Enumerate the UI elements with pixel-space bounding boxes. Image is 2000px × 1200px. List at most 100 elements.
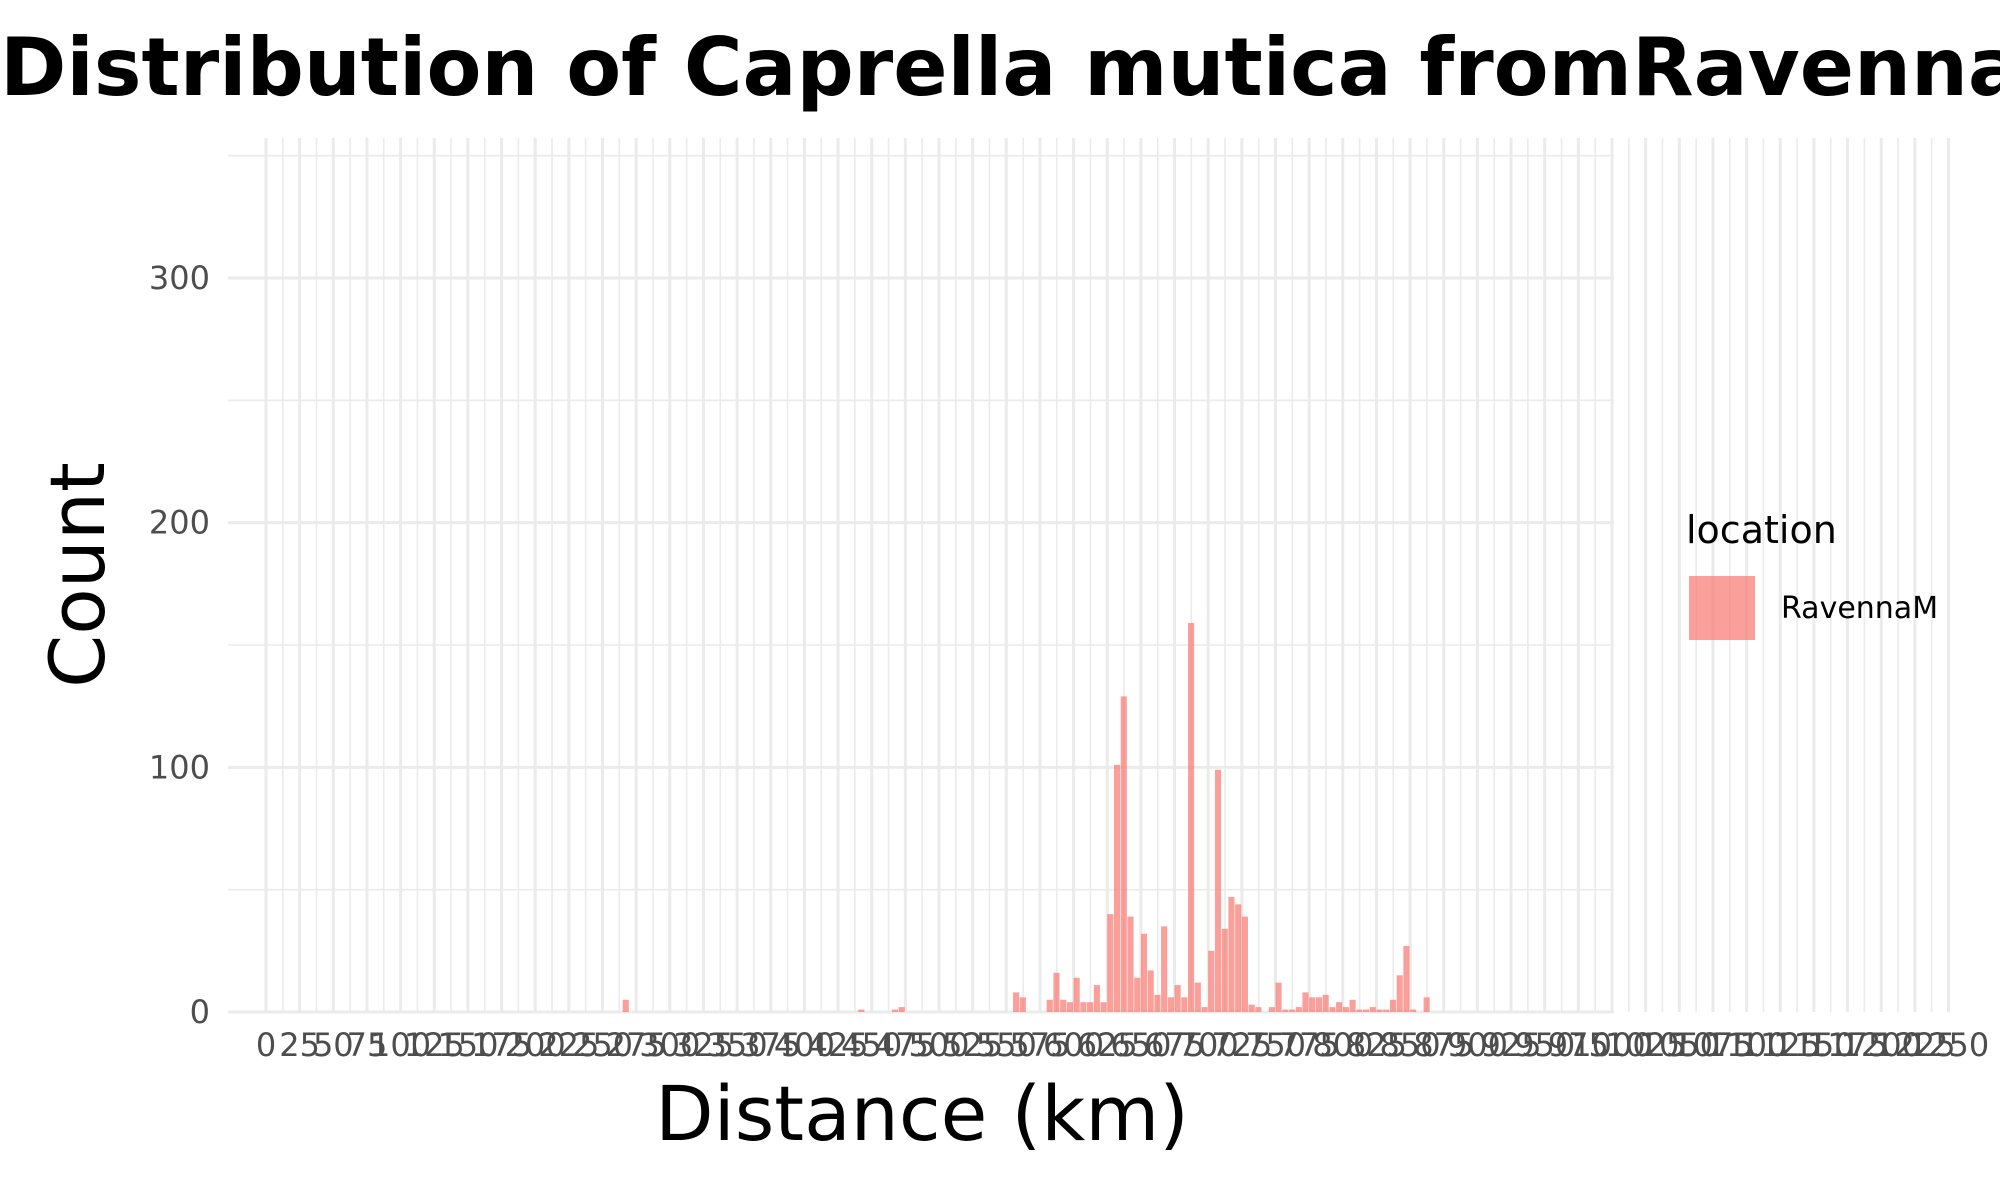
histogram-bar [1268, 1007, 1275, 1012]
histogram-bar [1282, 1009, 1289, 1012]
histogram-bar [1201, 1007, 1208, 1012]
histogram-bar [1342, 1007, 1349, 1012]
x-tick-label: 750 [1245, 1026, 1306, 1064]
x-tick-label: 225 [538, 1026, 599, 1064]
histogram-bar [1275, 982, 1282, 1012]
x-tick-label: 200 [505, 1026, 566, 1064]
histogram-bar [1100, 1002, 1107, 1012]
histogram-bar [1403, 945, 1410, 1012]
x-tick-label: 600 [1043, 1026, 1104, 1064]
y-axis-ticks: 0 100 200 300 [149, 259, 210, 1031]
x-tick-label: 125 [404, 1026, 465, 1064]
y-tick-label: 100 [149, 748, 210, 786]
x-tick-label: 1050 [1639, 1026, 1720, 1064]
x-tick-label: 1150 [1773, 1026, 1854, 1064]
legend-label-ravennam: RavennaM [1781, 591, 1938, 626]
x-tick-label: 925 [1481, 1026, 1542, 1064]
x-tick-label: 550 [976, 1026, 1037, 1064]
y-tick-label: 0 [190, 993, 210, 1031]
histogram-bar [1214, 769, 1222, 1012]
x-tick-label: 25 [279, 1026, 320, 1064]
x-tick-label: 650 [1110, 1026, 1171, 1064]
histogram-bar [1410, 1009, 1417, 1012]
x-tick-label: 625 [1077, 1026, 1138, 1064]
histogram-bar [898, 1007, 905, 1012]
histogram-bar [1167, 997, 1174, 1012]
histogram-bar [1356, 1009, 1363, 1012]
histogram-bar [1329, 1007, 1336, 1012]
x-tick-label: 800 [1312, 1026, 1373, 1064]
histogram-bar [1080, 1002, 1087, 1012]
x-tick-label: 175 [471, 1026, 532, 1064]
histogram-bar [1369, 1007, 1376, 1012]
histogram-bar [858, 1009, 865, 1012]
histogram-bar [1315, 997, 1323, 1012]
x-tick-label: 1075 [1672, 1026, 1753, 1064]
histogram-bar [1019, 997, 1026, 1012]
x-tick-label: 50 [313, 1026, 354, 1064]
x-tick-label: 575 [1009, 1026, 1070, 1064]
histogram-bar [1060, 999, 1067, 1012]
x-tick-label: 1100 [1706, 1026, 1787, 1064]
histogram-bar [1255, 1007, 1262, 1012]
histogram-bar [1087, 1002, 1094, 1012]
x-tick-label: 1250 [1908, 1026, 1989, 1064]
histogram-bar [1140, 933, 1148, 1012]
histogram-bar [1188, 622, 1195, 1012]
histogram-bar [1322, 994, 1329, 1012]
x-tick-label: 775 [1279, 1026, 1340, 1064]
grid-major [228, 138, 1950, 1014]
histogram-bar [1154, 994, 1161, 1012]
x-tick-label: 700 [1178, 1026, 1239, 1064]
histogram-bar [1181, 997, 1188, 1012]
histogram-bar [1120, 696, 1127, 1012]
x-tick-label: 900 [1447, 1026, 1508, 1064]
x-tick-label: 375 [740, 1026, 801, 1064]
x-tick-label: 150 [437, 1026, 498, 1064]
x-tick-label: 950 [1514, 1026, 1575, 1064]
histogram-bar [1046, 999, 1053, 1012]
x-tick-label: 300 [639, 1026, 700, 1064]
x-tick-label: 425 [808, 1026, 869, 1064]
x-tick-label: 1175 [1807, 1026, 1888, 1064]
histogram-bar [1147, 970, 1154, 1012]
x-tick-label: 525 [942, 1026, 1003, 1064]
y-tick-label: 300 [149, 259, 210, 297]
legend-title: location [1686, 508, 1837, 552]
histogram-bar [1235, 904, 1242, 1012]
histogram-bar [1349, 999, 1356, 1012]
x-tick-label: 725 [1211, 1026, 1272, 1064]
histogram-bar [1107, 914, 1114, 1012]
histogram-bar [1336, 1002, 1343, 1012]
histogram-bar [1302, 992, 1309, 1012]
legend-key-ravennam [1689, 576, 1755, 640]
x-tick-label: 0 [256, 1026, 276, 1064]
histogram-bar [1241, 916, 1248, 1012]
histogram-bars [622, 622, 1430, 1012]
x-tick-label: 250 [572, 1026, 633, 1064]
histogram-bar [1362, 1009, 1370, 1012]
histogram-bar [622, 999, 629, 1012]
histogram-bar [1309, 997, 1316, 1012]
x-tick-label: 1225 [1874, 1026, 1955, 1064]
histogram-bar [1383, 1009, 1390, 1012]
x-tick-label: 1125 [1740, 1026, 1821, 1064]
chart-title: Distribution of Caprella mutica fromRave… [0, 21, 2000, 114]
histogram-bar [1066, 1002, 1073, 1012]
histogram-bar [1161, 926, 1168, 1012]
x-tick-label: 850 [1380, 1026, 1441, 1064]
histogram-bar [1376, 1009, 1383, 1012]
legend: location RavennaM [1686, 508, 1938, 640]
x-tick-label: 450 [841, 1026, 902, 1064]
x-tick-label: 1025 [1605, 1026, 1686, 1064]
histogram-bar [1423, 997, 1430, 1012]
histogram-bar [1396, 975, 1403, 1012]
y-tick-label: 200 [149, 504, 210, 542]
histogram-bar [1174, 985, 1181, 1012]
histogram-bar [1194, 982, 1201, 1012]
histogram-bar [1093, 985, 1100, 1012]
histogram-bar [1013, 992, 1020, 1012]
histogram-bar [1221, 928, 1228, 1012]
histogram-bar [1208, 950, 1215, 1012]
